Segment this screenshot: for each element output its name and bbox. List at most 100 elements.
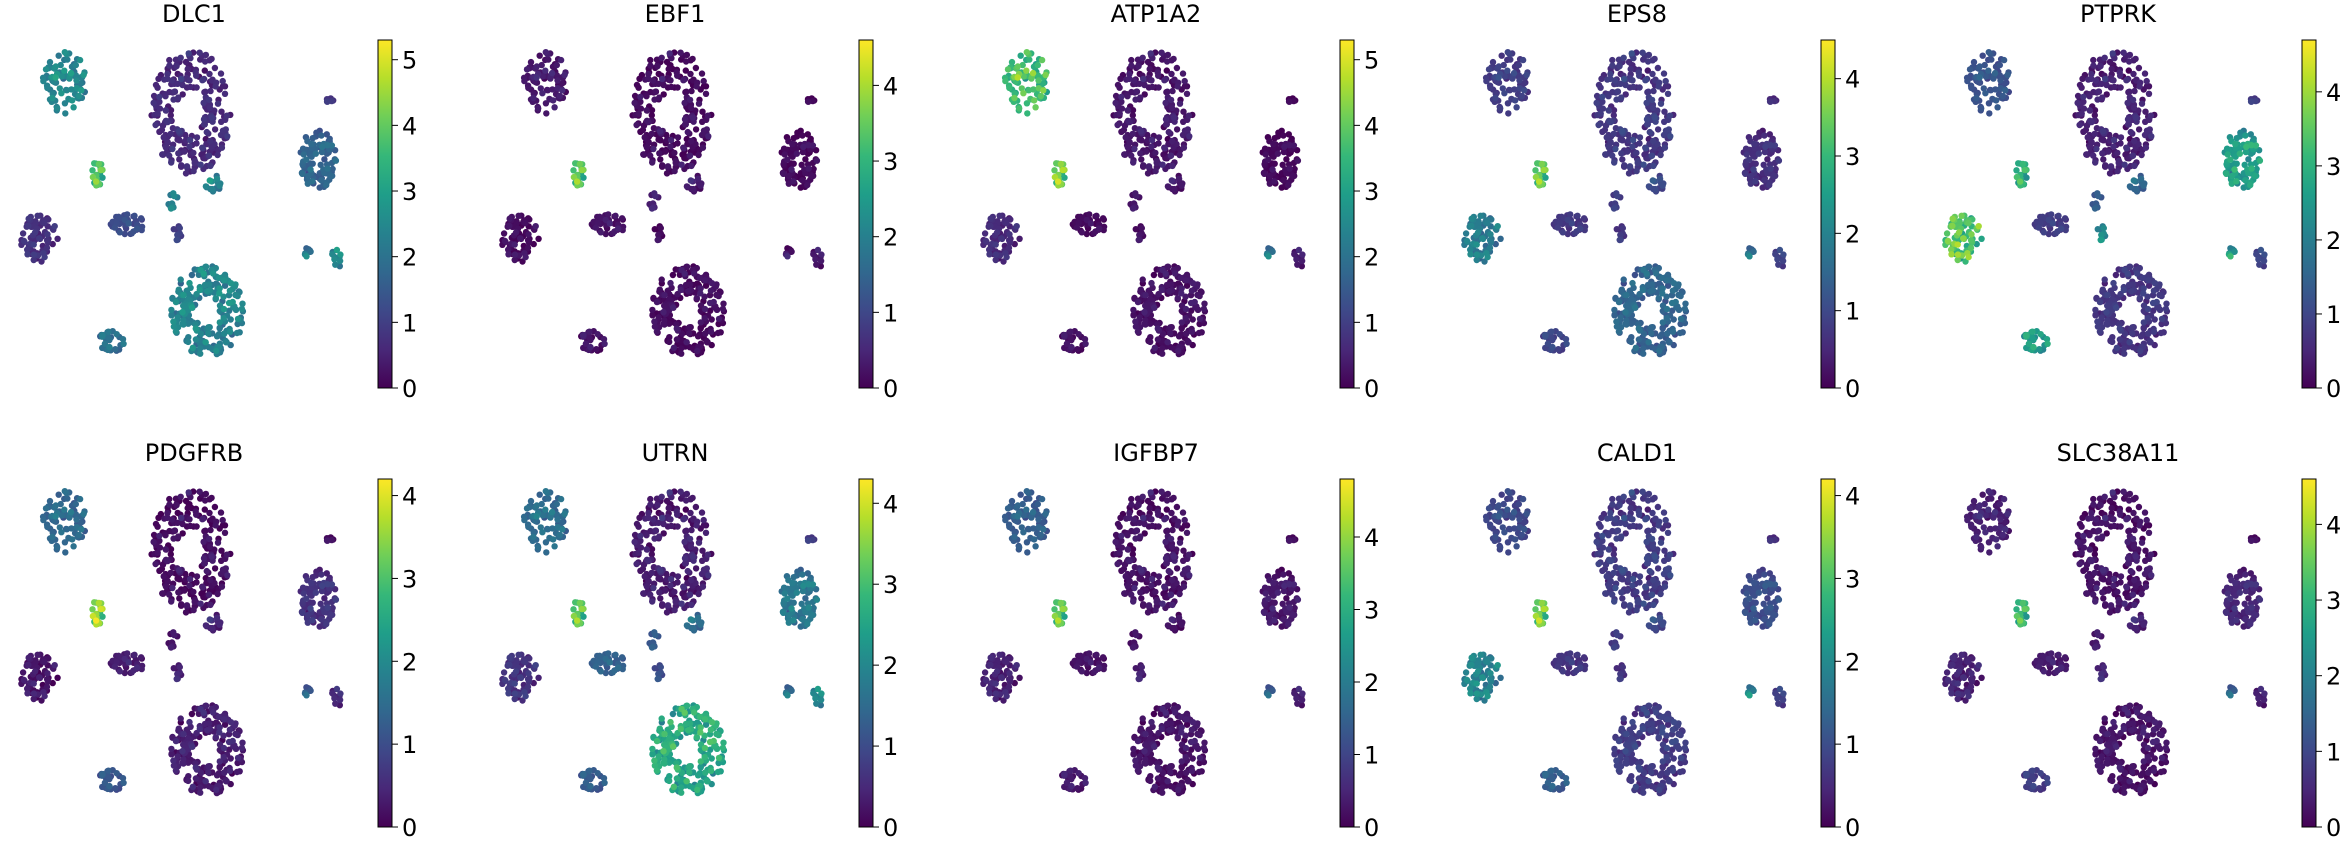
data-point	[666, 338, 673, 346]
data-point	[681, 270, 688, 277]
data-point	[2086, 93, 2093, 100]
data-point	[1148, 77, 1155, 84]
data-point	[1163, 58, 1171, 65]
data-point	[1269, 166, 1276, 173]
data-point	[1189, 280, 1197, 287]
data-point	[1154, 325, 1162, 332]
data-point	[1651, 55, 1658, 63]
data-point	[2094, 226, 2101, 233]
data-point	[2162, 305, 2170, 313]
data-point	[2126, 183, 2134, 190]
data-point	[1178, 182, 1185, 189]
data-point	[1615, 328, 1623, 335]
data-point	[2140, 325, 2147, 332]
data-point	[1006, 231, 1013, 238]
data-point	[197, 345, 204, 352]
data-point	[193, 140, 200, 147]
data-point	[2135, 64, 2143, 72]
data-point	[1032, 104, 1039, 111]
data-point	[43, 237, 51, 244]
data-point	[1487, 231, 1494, 238]
data-point	[2097, 62, 2104, 70]
data-point	[150, 92, 158, 100]
data-point	[662, 148, 669, 155]
data-point	[1774, 256, 1781, 263]
data-point	[659, 75, 666, 83]
data-point	[156, 93, 163, 101]
data-point	[1645, 51, 1653, 59]
data-point	[49, 94, 56, 102]
data-point	[216, 285, 223, 292]
data-point	[511, 251, 519, 258]
data-point	[106, 343, 113, 351]
data-point	[174, 314, 181, 321]
data-point	[1148, 136, 1156, 144]
data-point	[536, 52, 543, 59]
data-point	[76, 56, 84, 64]
colorbar-tick-label: 5	[402, 47, 417, 75]
data-point	[1747, 172, 1755, 180]
data-point	[2097, 236, 2104, 244]
data-point	[682, 58, 690, 65]
data-point	[1167, 152, 1175, 159]
data-point	[2074, 99, 2081, 107]
data-point	[684, 128, 691, 136]
data-point	[43, 683, 51, 691]
data-point	[186, 77, 193, 84]
data-point	[550, 97, 557, 104]
data-point	[2120, 286, 2127, 294]
data-point	[1535, 178, 1543, 185]
data-point	[2090, 56, 2097, 64]
data-point	[204, 288, 211, 295]
data-point	[1640, 161, 1647, 168]
data-point	[812, 256, 819, 263]
data-point	[2145, 330, 2152, 337]
data-point	[1186, 133, 1193, 140]
data-point	[238, 305, 246, 313]
data-point	[206, 104, 214, 112]
colorbar-tick-label: 4	[1364, 112, 1379, 140]
data-point	[698, 70, 706, 77]
data-point	[515, 212, 522, 219]
data-point	[171, 88, 178, 95]
data-point	[636, 75, 643, 83]
data-point	[1554, 224, 1562, 231]
data-point	[239, 300, 246, 307]
data-point	[678, 161, 685, 168]
data-point	[1549, 343, 1556, 351]
data-point	[1128, 56, 1135, 64]
data-point	[1629, 77, 1636, 84]
data-point	[1497, 235, 1504, 242]
data-point	[1175, 333, 1183, 340]
data-point	[201, 497, 209, 504]
data-point	[700, 77, 707, 85]
data-point	[784, 253, 791, 260]
data-point	[97, 166, 104, 174]
data-point	[54, 105, 61, 112]
data-point	[645, 75, 652, 83]
data-point	[992, 241, 999, 248]
data-point	[220, 293, 227, 300]
data-point	[208, 494, 215, 502]
data-point	[2117, 134, 2125, 141]
umap-points	[1461, 49, 1787, 358]
data-point	[2078, 84, 2085, 91]
data-point	[185, 320, 192, 327]
data-point	[643, 93, 650, 100]
data-point	[24, 251, 31, 258]
data-point	[2233, 178, 2240, 185]
data-point	[1144, 170, 1152, 177]
data-point	[64, 56, 71, 63]
data-point	[131, 212, 138, 219]
data-point	[54, 674, 61, 681]
colorbar-tick-label: 2	[883, 224, 898, 252]
data-point	[605, 211, 612, 218]
data-point	[1613, 96, 1620, 103]
data-point	[1498, 52, 1505, 59]
data-point	[188, 271, 196, 279]
data-point	[41, 219, 48, 227]
data-point	[668, 83, 675, 91]
data-point	[1979, 52, 1986, 59]
data-point	[1474, 229, 1482, 236]
data-point	[220, 314, 227, 322]
